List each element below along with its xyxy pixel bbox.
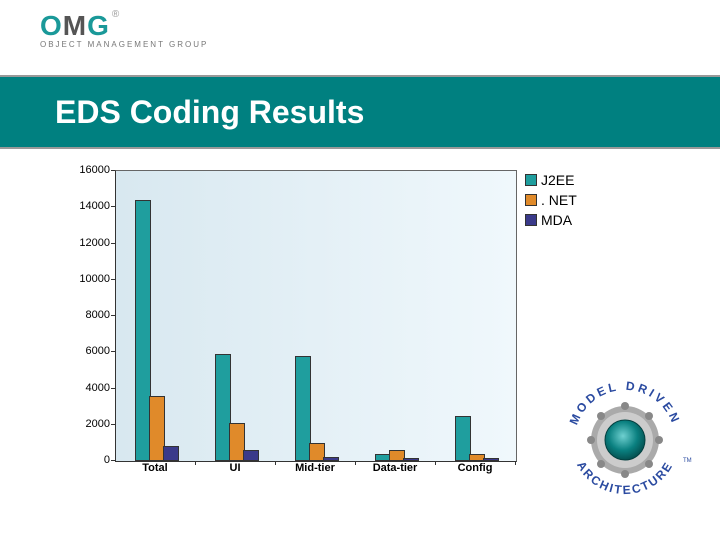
bar <box>163 446 179 461</box>
mda-badge: MODEL DRIVEN ARCHITECTURE TM <box>555 370 695 515</box>
y-tick-label: 6000 <box>86 345 110 357</box>
legend-swatch <box>525 174 537 186</box>
legend-label: MDA <box>541 212 572 228</box>
x-tick <box>435 461 436 465</box>
x-tick-label: Data-tier <box>373 462 418 474</box>
y-tick <box>111 315 115 316</box>
x-tick <box>195 461 196 465</box>
slide-title: EDS Coding Results <box>55 94 364 131</box>
x-tick-label: Total <box>142 462 167 474</box>
legend-label: . NET <box>541 192 577 208</box>
y-tick-label: 14000 <box>79 200 110 212</box>
legend-swatch <box>525 194 537 206</box>
y-tick <box>111 206 115 207</box>
x-tick <box>275 461 276 465</box>
y-tick <box>111 279 115 280</box>
y-tick <box>111 170 115 171</box>
y-tick <box>111 460 115 461</box>
logo-letter-m: M <box>63 10 85 42</box>
logo-letter-g: G <box>87 10 108 42</box>
x-tick-label: Config <box>458 462 493 474</box>
x-tick <box>515 461 516 465</box>
title-band: EDS Coding Results <box>0 75 720 149</box>
bar <box>403 458 419 461</box>
y-tick <box>111 243 115 244</box>
x-tick-label: UI <box>230 462 241 474</box>
y-tick-label: 16000 <box>79 164 110 176</box>
y-tick-label: 12000 <box>79 237 110 249</box>
y-tick-label: 10000 <box>79 273 110 285</box>
legend-swatch <box>525 214 537 226</box>
registered-icon: ® <box>112 9 119 20</box>
legend-item: . NET <box>525 192 577 208</box>
trademark-icon: TM <box>683 458 692 464</box>
logo-subtitle: OBJECT MANAGEMENT GROUP <box>40 40 208 49</box>
bar <box>243 450 259 461</box>
bar <box>323 457 339 461</box>
legend-item: MDA <box>525 212 577 228</box>
chart-plot-area <box>115 170 517 462</box>
legend-label: J2EE <box>541 172 574 188</box>
y-tick-label: 8000 <box>86 309 110 321</box>
y-tick-label: 4000 <box>86 382 110 394</box>
y-tick <box>111 388 115 389</box>
y-tick-label: 0 <box>104 454 110 466</box>
legend-item: J2EE <box>525 172 577 188</box>
x-tick <box>355 461 356 465</box>
chart-legend: J2EE . NET MDA <box>525 172 577 232</box>
mda-badge-svg: MODEL DRIVEN ARCHITECTURE TM <box>555 370 695 510</box>
y-tick-label: 2000 <box>86 418 110 430</box>
y-tick <box>111 424 115 425</box>
logo-letter-o: O <box>40 10 61 42</box>
bar <box>483 458 499 461</box>
x-tick-label: Mid-tier <box>295 462 335 474</box>
omg-logo: O M G ® OBJECT MANAGEMENT GROUP <box>40 10 208 49</box>
eds-chart: J2EE . NET MDA 0 2000 4000 6000 8000 10000 12000… <box>55 160 605 500</box>
y-tick <box>111 351 115 352</box>
